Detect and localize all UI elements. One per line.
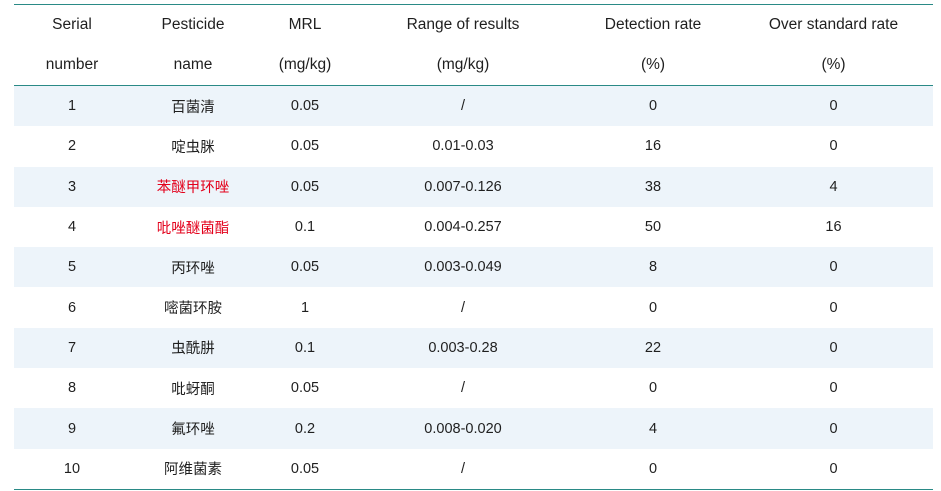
cell-over-standard-rate: 0: [734, 85, 933, 127]
cell-mrl: 0.05: [290, 138, 320, 155]
pesticide-results-table-container: Serial Pesticide MRL Range of results De…: [14, 4, 933, 490]
cell-detection-rate: 16: [644, 138, 662, 155]
cell-detection-rate: 4: [572, 408, 734, 449]
cell-over-standard-rate: 0: [734, 408, 933, 449]
cell-pesticide-name: 苯醚甲环唑: [130, 166, 256, 207]
cell-detection-rate: 22: [572, 327, 734, 369]
cell-range: 0.004-0.257: [424, 219, 502, 236]
cell-range: /: [354, 85, 572, 127]
cell-pesticide-name: 氟环唑: [130, 408, 256, 449]
cell-serial: 6: [67, 299, 77, 316]
cell-serial: 7: [14, 327, 130, 369]
cell-over-standard-rate: 0: [829, 380, 838, 397]
cell-range: 0.003-0.28: [354, 327, 572, 369]
table-row: 6 嘧菌环胺 1 / 0 0: [14, 287, 933, 327]
cell-range: 0.007-0.126: [354, 166, 572, 207]
cell-serial: 5: [14, 247, 130, 288]
table-row: 5 丙环唑 0.05 0.003-0.049 8 0: [14, 247, 933, 288]
cell-detection-rate: 8: [572, 247, 734, 288]
cell-serial: 2: [67, 138, 77, 155]
table-row: 1 百菌清 0.05 / 0 0: [14, 85, 933, 127]
cell-detection-rate: 50: [644, 219, 662, 236]
header-over-line2: (%): [734, 44, 933, 86]
cell-mrl: 0.05: [256, 85, 354, 127]
table-row: 3 苯醚甲环唑 0.05 0.007-0.126 38 4: [14, 166, 933, 207]
cell-range: 0.003-0.049: [354, 247, 572, 288]
cell-serial: 3: [14, 166, 130, 207]
cell-mrl: 0.05: [290, 380, 320, 397]
cell-detection-rate: 38: [572, 166, 734, 207]
table-row: 7 虫酰肼 0.1 0.003-0.28 22 0: [14, 327, 933, 369]
cell-range: 0.01-0.03: [432, 138, 494, 155]
header-name-line1: Pesticide: [161, 15, 225, 33]
cell-range: 0.008-0.020: [354, 408, 572, 449]
header-serial-line1: Serial: [52, 15, 92, 33]
cell-pesticide-name: 嘧菌环胺: [164, 301, 222, 318]
cell-over-standard-rate: 0: [829, 299, 838, 316]
cell-pesticide-name: 百菌清: [130, 85, 256, 127]
header-range-line1: Range of results: [406, 15, 520, 33]
cell-mrl: 0.05: [256, 166, 354, 207]
header-over-line1: Over standard rate: [768, 15, 899, 33]
table-header: Serial Pesticide MRL Range of results De…: [14, 4, 933, 86]
cell-pesticide-name: 丙环唑: [130, 247, 256, 288]
cell-mrl: 0.1: [256, 327, 354, 369]
header-mrl-line1: MRL: [288, 15, 322, 33]
table-row: 2 啶虫脒 0.05 0.01-0.03 16 0: [14, 126, 933, 166]
cell-range: /: [354, 448, 572, 490]
cell-serial: 9: [14, 408, 130, 449]
cell-over-standard-rate: 0: [734, 448, 933, 490]
cell-over-standard-rate: 0: [734, 327, 933, 369]
cell-detection-rate: 0: [572, 85, 734, 127]
cell-mrl: 0.2: [256, 408, 354, 449]
table-body: 1 百菌清 0.05 / 0 0 2 啶虫脒 0.05 0.01-0.03 16…: [14, 85, 933, 490]
header-detection-line2: (%): [572, 44, 734, 86]
cell-serial: 10: [14, 448, 130, 490]
cell-range: /: [460, 380, 466, 397]
cell-detection-rate: 0: [572, 448, 734, 490]
cell-pesticide-name: 吡蚜酮: [171, 381, 215, 398]
cell-pesticide-name: 吡唑醚菌酯: [156, 220, 230, 237]
header-serial-line2: number: [14, 44, 130, 86]
table-row: 4 吡唑醚菌酯 0.1 0.004-0.257 50 16: [14, 207, 933, 247]
header-detection-line1: Detection rate: [604, 15, 702, 33]
header-row-line2: number name (mg/kg) (mg/kg) (%) (%): [14, 44, 933, 86]
cell-over-standard-rate: 0: [829, 138, 838, 155]
cell-mrl: 1: [300, 299, 310, 316]
header-mrl-line2: (mg/kg): [256, 44, 354, 86]
cell-pesticide-name: 虫酰肼: [130, 327, 256, 369]
cell-over-standard-rate: 4: [734, 166, 933, 207]
header-row-line1: Serial Pesticide MRL Range of results De…: [14, 4, 933, 45]
cell-over-standard-rate: 16: [825, 219, 842, 236]
header-range-line2: (mg/kg): [354, 44, 572, 86]
cell-serial: 1: [14, 85, 130, 127]
cell-pesticide-name: 啶虫脒: [171, 139, 215, 156]
table-row: 9 氟环唑 0.2 0.008-0.020 4 0: [14, 408, 933, 449]
cell-serial: 8: [67, 380, 77, 397]
cell-mrl: 0.1: [294, 219, 316, 236]
table-row: 10 阿维菌素 0.05 / 0 0: [14, 448, 933, 490]
cell-detection-rate: 0: [648, 380, 658, 397]
cell-mrl: 0.05: [256, 448, 354, 490]
pesticide-results-table: Serial Pesticide MRL Range of results De…: [14, 4, 933, 490]
cell-mrl: 0.05: [256, 247, 354, 288]
cell-pesticide-name: 阿维菌素: [130, 448, 256, 490]
cell-range: /: [460, 299, 466, 316]
cell-detection-rate: 0: [648, 299, 658, 316]
cell-serial: 4: [67, 219, 77, 236]
table-row: 8 吡蚜酮 0.05 / 0 0: [14, 368, 933, 408]
cell-over-standard-rate: 0: [734, 247, 933, 288]
header-name-line2: name: [130, 44, 256, 86]
